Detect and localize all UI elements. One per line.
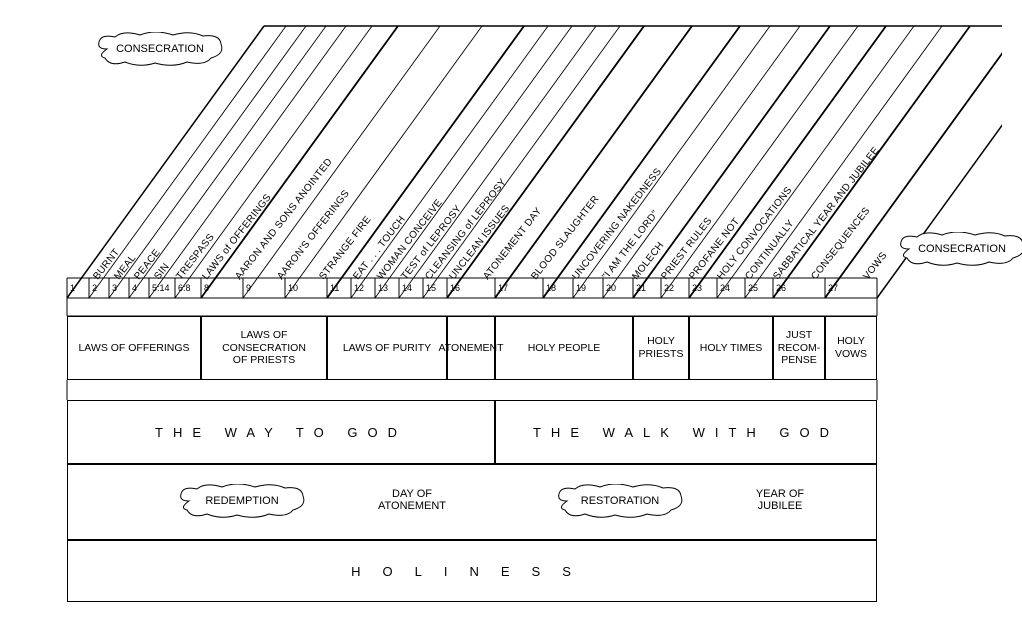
section-label: HOLY PEOPLE (528, 342, 601, 355)
section-label: LAWS OF OFFERINGS (78, 342, 189, 355)
chapter-number: 23 (692, 283, 718, 293)
chapter-number: 4 (132, 283, 150, 293)
cloud-consecration: CONSECRATION (897, 232, 1022, 266)
section-cell: LAWS OF PURITY (327, 316, 447, 380)
chapter-number: 3 (112, 283, 130, 293)
cloud-text: REDEMPTION (205, 495, 278, 507)
chapter-number: 18 (546, 283, 574, 293)
walk-with-god-text: THE WALK WITH GOD (533, 425, 839, 440)
chapter-label: BLOOD SLAUGHTER (529, 194, 601, 282)
section-label: LAWS OF PURITY (343, 342, 431, 355)
chapter-number: 2 (92, 283, 110, 293)
section-cell: HOLY TIMES (689, 316, 773, 380)
cloud-redemption: REDEMPTION (177, 484, 307, 518)
chapter-label: VOWS (861, 250, 889, 282)
chapter-number: 13 (378, 283, 400, 293)
chapter-label: "I AM THE LORD" (600, 208, 661, 282)
chapter-number: 26 (776, 283, 826, 293)
chapter-number: 16 (450, 283, 496, 293)
chapter-number: 27 (828, 283, 878, 293)
chapter-label: AARON'S OFFERINGS (275, 188, 352, 282)
chapter-number: 14 (402, 283, 424, 293)
chapter-number: 15 (426, 283, 448, 293)
chapter-number: 20 (606, 283, 634, 293)
section-cell: LAWS OF CONSECRATION OF PRIESTS (201, 316, 327, 380)
section-cell: HOLY VOWS (825, 316, 877, 380)
cloud-text: CONSECRATION (116, 43, 204, 55)
section-cell: HOLY PEOPLE (495, 316, 633, 380)
holiness-text: HOLINESS (351, 564, 593, 579)
row-way-to-god: THE WAY TO GOD (67, 400, 495, 464)
cloud-restoration: RESTORATION (555, 484, 685, 518)
section-cell: ATONEMENT (447, 316, 495, 380)
chapter-number: 1 (70, 283, 90, 293)
chapter-number: 5:14 (152, 283, 176, 293)
section-label: HOLY TIMES (700, 342, 762, 355)
chapter-number: 11 (330, 283, 352, 293)
section-label: ATONEMENT (439, 342, 504, 355)
section-cell: JUST RECOM- PENSE (773, 316, 825, 380)
chapter-label: SIN (152, 261, 171, 282)
chapter-label: PROFANE NOT (687, 216, 742, 282)
cloud-text: CONSECRATION (918, 243, 1006, 255)
section-cell: HOLY PRIESTS (633, 316, 689, 380)
section-cell: LAWS OF OFFERINGS (67, 316, 201, 380)
chapter-label: PRIEST RULES (659, 215, 714, 281)
section-label: HOLY VOWS (835, 335, 867, 360)
row-holiness: HOLINESS (67, 540, 877, 602)
cloud-consecration: CONSECRATION (95, 32, 225, 66)
chapter-number: 9 (246, 283, 286, 293)
chapter-number: 25 (748, 283, 774, 293)
chapter-number: 12 (354, 283, 376, 293)
section-label: LAWS OF CONSECRATION OF PRIESTS (222, 329, 306, 367)
row-walk-with-god: THE WALK WITH GOD (495, 400, 877, 464)
row3-label: YEAR OF JUBILEE (725, 488, 835, 512)
chapter-number: 17 (498, 283, 544, 293)
section-label: JUST RECOM- PENSE (778, 329, 821, 367)
chapter-number: 19 (576, 283, 604, 293)
cloud-text: RESTORATION (581, 495, 659, 507)
chapter-number: 6:8 (178, 283, 202, 293)
chapter-number: 8 (204, 283, 244, 293)
section-label: HOLY PRIESTS (639, 335, 684, 360)
row3-label: DAY OF ATONEMENT (357, 488, 467, 512)
chapter-number: 22 (664, 283, 690, 293)
chapter-number: 24 (720, 283, 746, 293)
way-to-god-text: THE WAY TO GOD (155, 425, 407, 440)
chapter-number: 21 (636, 283, 662, 293)
chapter-number: 10 (288, 283, 328, 293)
